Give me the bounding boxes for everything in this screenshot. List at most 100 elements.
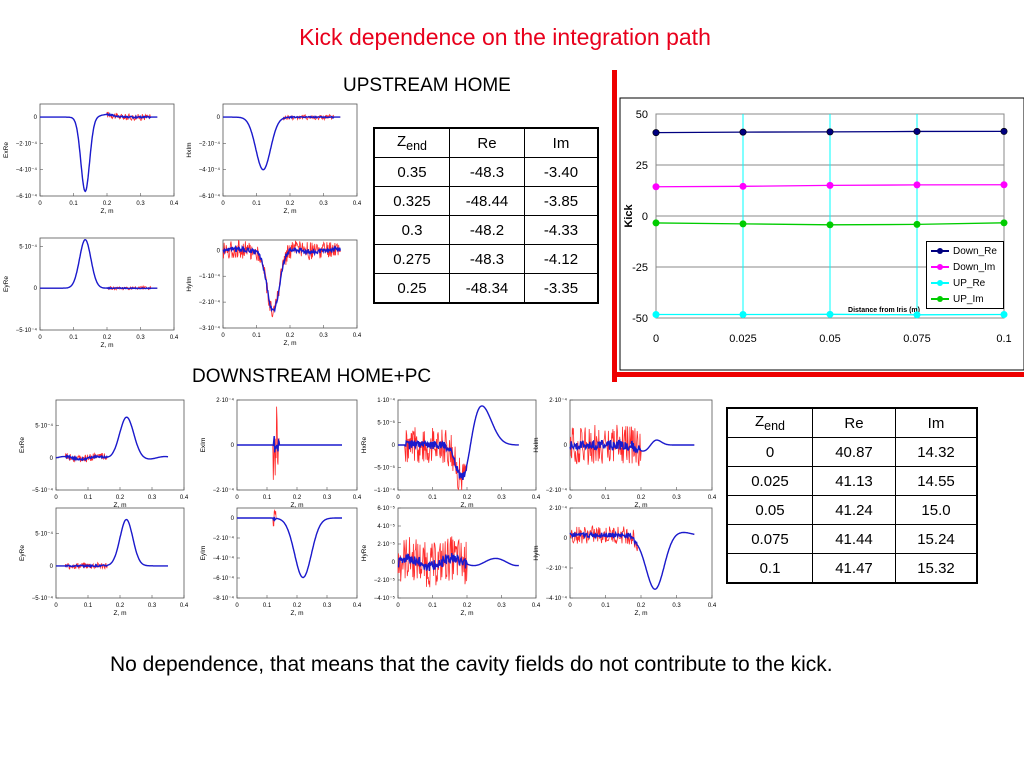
x-tick-label: 0.4 — [353, 333, 362, 339]
x-tick-label: 0.2 — [116, 603, 125, 609]
noisy-trace — [222, 239, 341, 318]
y-tick-label: 0 — [564, 443, 568, 449]
smooth-trace — [398, 405, 519, 481]
x-tick-label: 0.1 — [428, 603, 437, 609]
y-axis-label: ExRe — [3, 142, 10, 158]
y-axis-label: HyRe — [361, 544, 368, 561]
field-plot-1: 0 0.1 0.2 0.3 0.4 0 −2·10⁻⁴ −4·10⁻⁴ −6·10⁻⁴ Z, m E… — [3, 103, 179, 215]
table-header-zend: Zend — [373, 127, 450, 158]
field-plot-12: 0 0.1 0.2 0.3 0.4 2·10⁻⁴ 0 −2·10⁻⁴ −4·10⁻⁴ Z, m Hy… — [533, 505, 717, 617]
table-cell: 0.325 — [373, 186, 450, 216]
x-tick-label: 0.2 — [293, 603, 302, 609]
x-axis-label: Z, m — [461, 502, 474, 509]
legend-swatch-down-re — [931, 247, 949, 255]
table-cell: 0.3 — [373, 215, 450, 245]
data-point-up-im — [826, 221, 834, 229]
x-tick-label: 0 — [235, 495, 239, 501]
x-tick-label: 0.3 — [672, 603, 681, 609]
data-point-down-im — [739, 182, 747, 190]
x-tick-label: 0.4 — [532, 495, 541, 501]
x-tick-label: 0 — [221, 333, 225, 339]
table-cell: 41.13 — [812, 466, 896, 496]
y-tick-label: 0 — [50, 456, 54, 462]
table-cell: 41.47 — [812, 553, 896, 584]
table-cell: 14.32 — [895, 437, 978, 467]
smooth-trace — [55, 416, 169, 462]
x-tick-label: 0.1 — [84, 495, 93, 501]
data-point-down-re — [1000, 127, 1008, 135]
x-tick-label: 0 — [221, 201, 225, 207]
table-cell: 15.24 — [895, 524, 978, 554]
y-axis-label: EyRe — [19, 545, 26, 561]
x-tick-label: 0.1 — [69, 201, 78, 207]
legend-label-down-im: Down_Im — [953, 261, 996, 273]
x-tick-label: 0.1 — [601, 603, 610, 609]
y-tick-label: −2·10⁻⁴ — [213, 487, 235, 494]
y-axis-label: HyIm — [186, 276, 193, 291]
y-tick-label: 2·10⁻⁴ — [549, 505, 567, 512]
y-tick-label: −5·10⁻⁵ — [374, 465, 396, 472]
table-row: 0.325 -48.44 -3.85 — [373, 186, 599, 216]
smooth-trace — [56, 518, 168, 569]
x-tick-label: 0.4 — [353, 603, 362, 609]
y-tick-label: 0 — [217, 115, 221, 121]
y-tick-label: −5·10⁻⁴ — [16, 327, 38, 334]
x-tick-label: 0.3 — [323, 495, 332, 501]
y-tick-label: 2·10⁻⁵ — [377, 541, 395, 548]
y-tick-label: −4·10⁻⁴ — [546, 595, 568, 602]
y-tick-label: −4·10⁻⁴ — [199, 167, 221, 174]
x-tick-label: 0.4 — [170, 335, 179, 341]
legend-item-down-im: Down_Im — [931, 260, 995, 274]
smooth-trace — [569, 438, 695, 454]
data-point-down-im — [1000, 181, 1008, 189]
kick-xtick-label: 0.075 — [903, 333, 931, 345]
table-cell: 0.275 — [373, 244, 450, 274]
legend-swatch-up-im — [931, 295, 949, 303]
smooth-trace — [397, 553, 519, 572]
field-plot-11: 0 0.1 0.2 0.3 0.4 6·10⁻⁵ 4·10⁻⁵ 2·10⁻⁵ 0 −2·10⁻⁵ −… — [361, 505, 541, 617]
table-row: 0.35 -48.3 -3.40 — [373, 157, 599, 187]
plot-frame — [39, 237, 175, 331]
y-tick-label: 0 — [231, 516, 235, 522]
x-tick-label: 0.2 — [637, 495, 646, 501]
red-frame-left — [612, 70, 617, 382]
legend-item-up-re: UP_Re — [931, 276, 985, 290]
table-row: 0.25 -48.34 -3.35 — [373, 273, 599, 304]
field-plot-4: 0 0.1 0.2 0.3 0.4 0 −1·10⁻⁴ −2·10⁻⁴ −3·10⁻⁴ Z, m H… — [186, 239, 362, 347]
table-cell: 40.87 — [812, 437, 896, 467]
x-axis-label: Z, m — [284, 340, 297, 347]
x-tick-label: 0.2 — [286, 201, 295, 207]
x-tick-label: 0.4 — [170, 201, 179, 207]
table-header-row: Zend Re Im — [373, 127, 599, 158]
upstream-heading: UPSTREAM HOME — [343, 75, 511, 96]
x-tick-label: 0.3 — [319, 333, 328, 339]
table-header-re: Re — [449, 127, 525, 158]
x-tick-label: 0 — [54, 495, 58, 501]
data-point-down-im — [826, 181, 834, 189]
y-tick-label: 0 — [217, 248, 221, 254]
y-tick-label: −5·10⁻⁴ — [32, 595, 54, 602]
legend-label-down-re: Down_Re — [953, 245, 997, 257]
x-tick-label: 0.1 — [252, 201, 261, 207]
kick-xtick-label: 0 — [653, 333, 659, 345]
y-axis-label: EyRe — [3, 276, 10, 292]
table-cell: 15.32 — [895, 553, 978, 584]
table-cell: -48.3 — [449, 157, 525, 187]
data-point-up-im — [913, 220, 921, 228]
x-tick-label: 0.2 — [116, 495, 125, 501]
y-tick-label: −2·10⁻⁴ — [546, 565, 568, 572]
table-cell: 15.0 — [895, 495, 978, 525]
x-tick-label: 0.3 — [497, 603, 506, 609]
table-cell: 0.1 — [726, 553, 813, 584]
y-tick-label: 5·10⁻⁴ — [35, 531, 53, 538]
x-tick-label: 0.3 — [148, 603, 157, 609]
smooth-trace — [222, 244, 341, 314]
y-tick-label: −2·10⁻⁴ — [546, 487, 568, 494]
field-plot-2: 0 0.1 0.2 0.3 0.4 0 −2·10⁻⁴ −4·10⁻⁴ −6·10⁻⁴ Z, m H… — [186, 103, 362, 215]
y-tick-label: −4·10⁻⁴ — [16, 167, 38, 174]
x-tick-label: 0.1 — [84, 603, 93, 609]
x-axis-label: Z, m — [101, 208, 114, 215]
